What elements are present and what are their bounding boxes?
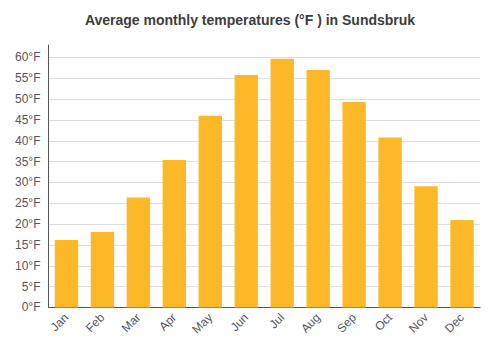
svg-text:40°F: 40°F [15, 134, 40, 148]
svg-text:Nov: Nov [406, 311, 431, 336]
svg-text:Mar: Mar [119, 311, 144, 335]
svg-text:60°F: 60°F [15, 50, 40, 64]
svg-text:Jul: Jul [266, 311, 287, 332]
svg-text:Apr: Apr [156, 311, 179, 334]
svg-text:25°F: 25°F [15, 196, 40, 210]
svg-text:Feb: Feb [83, 310, 108, 335]
svg-text:Sep: Sep [334, 310, 359, 335]
svg-text:Oct: Oct [372, 310, 396, 334]
svg-text:Aug: Aug [298, 311, 323, 336]
svg-text:45°F: 45°F [15, 113, 40, 127]
svg-text:5°F: 5°F [22, 280, 41, 294]
svg-text:Jun: Jun [228, 311, 252, 335]
svg-text:15°F: 15°F [15, 238, 40, 252]
svg-text:Dec: Dec [442, 311, 467, 336]
svg-text:35°F: 35°F [15, 155, 40, 169]
svg-text:50°F: 50°F [15, 92, 40, 106]
svg-text:Jan: Jan [48, 311, 72, 335]
svg-text:May: May [189, 311, 215, 337]
svg-text:Average monthly temperatures (: Average monthly temperatures (°F ) in Su… [85, 12, 415, 28]
svg-text:10°F: 10°F [15, 259, 40, 273]
svg-text:55°F: 55°F [15, 71, 40, 85]
svg-text:0°F: 0°F [22, 300, 41, 314]
svg-text:30°F: 30°F [15, 175, 40, 189]
svg-text:20°F: 20°F [15, 217, 40, 231]
